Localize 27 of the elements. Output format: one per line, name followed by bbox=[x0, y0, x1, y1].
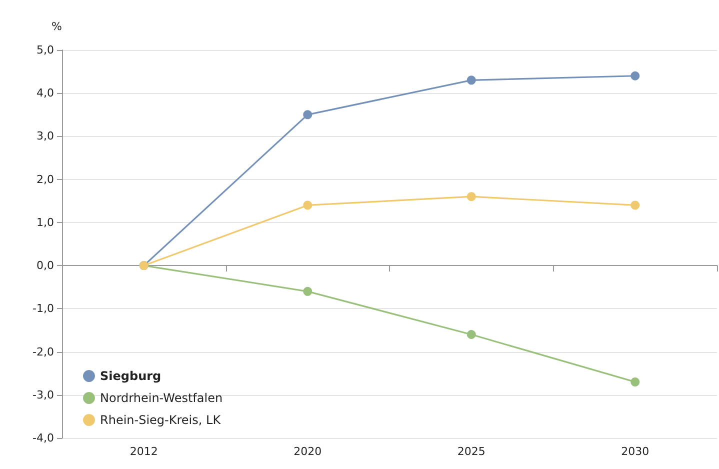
y-tick-label: 4,0 bbox=[36, 86, 54, 100]
x-tick-label: 2012 bbox=[130, 445, 158, 458]
y-tick-label: -1,0 bbox=[32, 302, 54, 316]
y-axis-title: % bbox=[52, 20, 62, 33]
x-tick-label: 2020 bbox=[294, 445, 322, 458]
x-tick-label: 2025 bbox=[457, 445, 486, 458]
y-tick-label: 0,0 bbox=[36, 259, 54, 272]
y-tick-label: 3,0 bbox=[36, 130, 54, 143]
legend-label: Siegburg bbox=[100, 369, 162, 383]
point bbox=[466, 330, 476, 340]
point bbox=[630, 71, 640, 80]
y-tick-label: -4,0 bbox=[32, 432, 54, 444]
y-tick-label: 5,0 bbox=[36, 44, 54, 56]
y-tick-label: 1,0 bbox=[36, 216, 54, 229]
legend-label: Rhein-Sieg-Kreis, LK bbox=[100, 413, 222, 427]
point bbox=[630, 377, 640, 386]
point bbox=[466, 76, 476, 85]
point bbox=[303, 200, 312, 210]
point bbox=[466, 192, 476, 202]
y-tick-label: 2,0 bbox=[36, 172, 54, 186]
legend-label: Nordrhein-Westfalen bbox=[100, 391, 223, 405]
point bbox=[303, 286, 312, 296]
y-tick-label: -2,0 bbox=[32, 345, 54, 358]
point bbox=[303, 110, 312, 120]
point bbox=[630, 200, 640, 210]
y-tick-label: -3,0 bbox=[32, 388, 54, 402]
x-tick-label: 2030 bbox=[621, 445, 650, 458]
